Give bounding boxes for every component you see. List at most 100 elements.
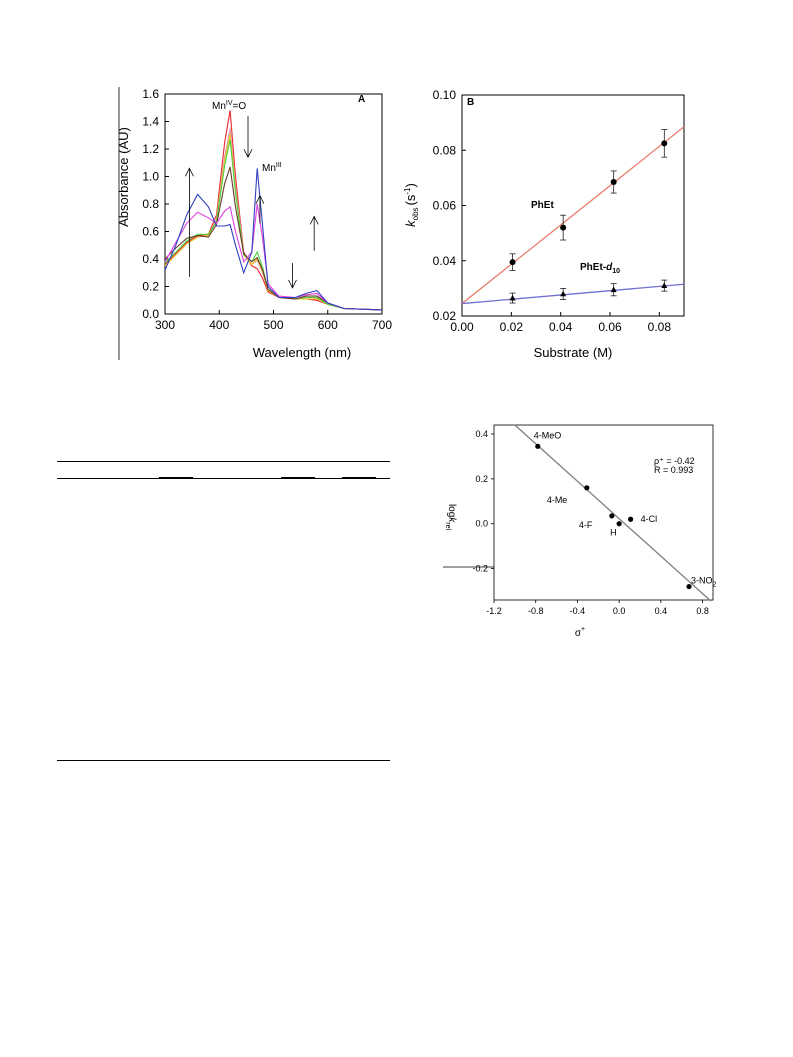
table-bottom-rule	[57, 760, 390, 761]
spectrum-line-5	[164, 166, 383, 311]
mniii-annotation: MnIII	[262, 162, 282, 174]
panel-a-y-axis-label: Absorbance (AU)	[116, 127, 131, 227]
panel-b-x-tick-label: 0.02	[500, 320, 524, 334]
fit-line-2	[461, 283, 685, 305]
panel-a-x-tick-label: 500	[263, 318, 283, 332]
point-label-sub: 2	[713, 582, 717, 589]
hammett-point-label: 4-MeO	[534, 430, 562, 440]
mniv-annotation: MnIV=O	[212, 100, 246, 112]
panel-a-y-tick-label: 1.4	[142, 115, 159, 129]
uv-vis-spectra-chart: 300 400 500 600 700 0.0 0.2 0.4 0.6 0.8 1.0 1.2 1.4 1…	[116, 87, 392, 360]
series-label-phet-d10: PhEt-d10	[580, 262, 620, 275]
table-header-segment-3	[342, 477, 376, 479]
hammett-point	[686, 583, 692, 590]
log-k: k	[446, 517, 457, 523]
panel-a-y-tick-label: 1.6	[142, 87, 159, 101]
panel-a-x-tick-label: 400	[209, 318, 229, 332]
panel-a-y-tick-label: 1.0	[142, 170, 159, 184]
panel-b-x-tick-label: 0.08	[648, 320, 672, 334]
series-label-phet: PhEt	[531, 200, 554, 211]
panel-a-x-tick-label: 700	[372, 318, 392, 332]
data-point-triangle	[661, 282, 668, 289]
data-point-circle	[610, 179, 617, 186]
hammett-frame	[493, 424, 714, 601]
hammett-point	[616, 521, 622, 527]
data-point-triangle	[610, 286, 617, 293]
hammett-fit-line	[514, 424, 712, 602]
hammett-point	[584, 485, 590, 491]
hammett-y-axis-label: logkrel	[444, 504, 457, 531]
table-top-rule	[57, 461, 390, 462]
hammett-y-tick-label: -0.2	[472, 564, 488, 574]
sigma-sup: +	[581, 626, 585, 633]
panel-a-y-tick-label: 0.4	[142, 252, 159, 266]
hammett-y-tick-label: 0.0	[475, 519, 488, 529]
panel-a-x-tick-label: 600	[318, 318, 338, 332]
trend-arrow-head-1	[185, 167, 194, 177]
mniv-sup: IV	[226, 100, 233, 107]
kinetics-chart: 0.00 0.02 0.04 0.06 0.080.020.040.060.080.10…	[403, 88, 685, 360]
hammett-point-label: 3-NO2	[691, 576, 717, 589]
sigma-base: σ	[575, 628, 582, 639]
panel-b-x-tick-label: 0.04	[549, 320, 573, 334]
panel-b-y-tick-label: 0.06	[433, 199, 457, 213]
hammett-x-tick-label: -1.2	[486, 606, 502, 616]
hammett-x-tick-label: 0.4	[655, 606, 668, 616]
log-sub: rel	[444, 522, 451, 530]
panel-b-label: B	[467, 97, 474, 108]
panel-a-x-tick-label: 300	[155, 318, 175, 332]
trend-arrow-head-4	[288, 279, 297, 289]
hammett-x-tick-label: -0.4	[570, 606, 586, 616]
hammett-point-label: 4-Me	[547, 495, 568, 505]
panel-a-y-tick-label: 0.8	[142, 197, 159, 211]
hammett-point-label: H	[610, 528, 617, 538]
r-annotation: R = 0.993	[654, 465, 693, 475]
hammett-point-label: 4-F	[579, 520, 593, 530]
hammett-point-label: 4-Cl	[641, 514, 658, 524]
hammett-x-tick-label: 0.8	[696, 606, 709, 616]
panel-a-y-tick-label: 1.2	[142, 142, 159, 156]
rho-annotation: ρ⁺ = -0.42	[654, 456, 695, 466]
hammett-x-tick-label: -0.8	[528, 606, 544, 616]
panel-b-y-tick-label: 0.02	[433, 309, 457, 323]
spectrum-line-1	[164, 110, 383, 311]
mniv-base: Mn	[212, 101, 226, 112]
hammett-point	[535, 443, 541, 449]
panel-a-x-axis-label: Wavelength (nm)	[253, 345, 352, 360]
panel-a-label: A	[358, 94, 365, 105]
kobs-unit: (s	[403, 194, 418, 205]
table-header-segment-2	[281, 477, 315, 479]
panel-b-y-tick-label: 0.08	[433, 143, 457, 157]
panel-b-y-tick-label: 0.10	[433, 88, 457, 102]
panel-a-y-tick-label: 0.0	[142, 307, 159, 321]
panel-b-x-tick-label: 0.00	[450, 320, 474, 334]
trend-arrow-head-2	[243, 149, 253, 159]
kobs-close: )	[403, 183, 418, 187]
mniv-tail: =O	[233, 101, 247, 112]
panel-b-x-axis-label: Substrate (M)	[534, 345, 613, 360]
data-point-triangle	[560, 290, 567, 297]
kobs-k: k	[403, 219, 418, 227]
panel-b-y-tick-label: 0.04	[433, 254, 457, 268]
hammett-x-tick-label: 0.0	[613, 606, 626, 616]
hammett-x-axis-label: σ+	[575, 626, 585, 639]
spectrum-line-7	[164, 168, 383, 311]
trend-arrow-head-5	[309, 215, 319, 225]
phet-d10-italic: d	[606, 262, 613, 273]
hammett-point	[628, 516, 634, 522]
panel-a-y-tick-label: 0.6	[142, 225, 159, 239]
kobs-exp: -1	[403, 187, 412, 195]
table-header-segment-1	[159, 477, 193, 479]
fit-line-1	[461, 126, 685, 305]
data-point-triangle	[509, 294, 516, 301]
panel-b-y-axis-label: kobs (s-1)	[403, 183, 420, 227]
data-point-circle	[560, 224, 567, 231]
point-label-base: 3-NO	[691, 576, 713, 586]
table-header-rule	[57, 478, 390, 479]
panel-b-x-tick-label: 0.06	[598, 320, 622, 334]
mniii-base: Mn	[262, 163, 276, 174]
phet-d10-sub: 10	[612, 268, 620, 275]
panel-a-y-tick-label: 0.2	[142, 280, 159, 294]
hammett-y-tick-label: 0.2	[475, 474, 488, 484]
mniii-sup: III	[276, 162, 282, 169]
